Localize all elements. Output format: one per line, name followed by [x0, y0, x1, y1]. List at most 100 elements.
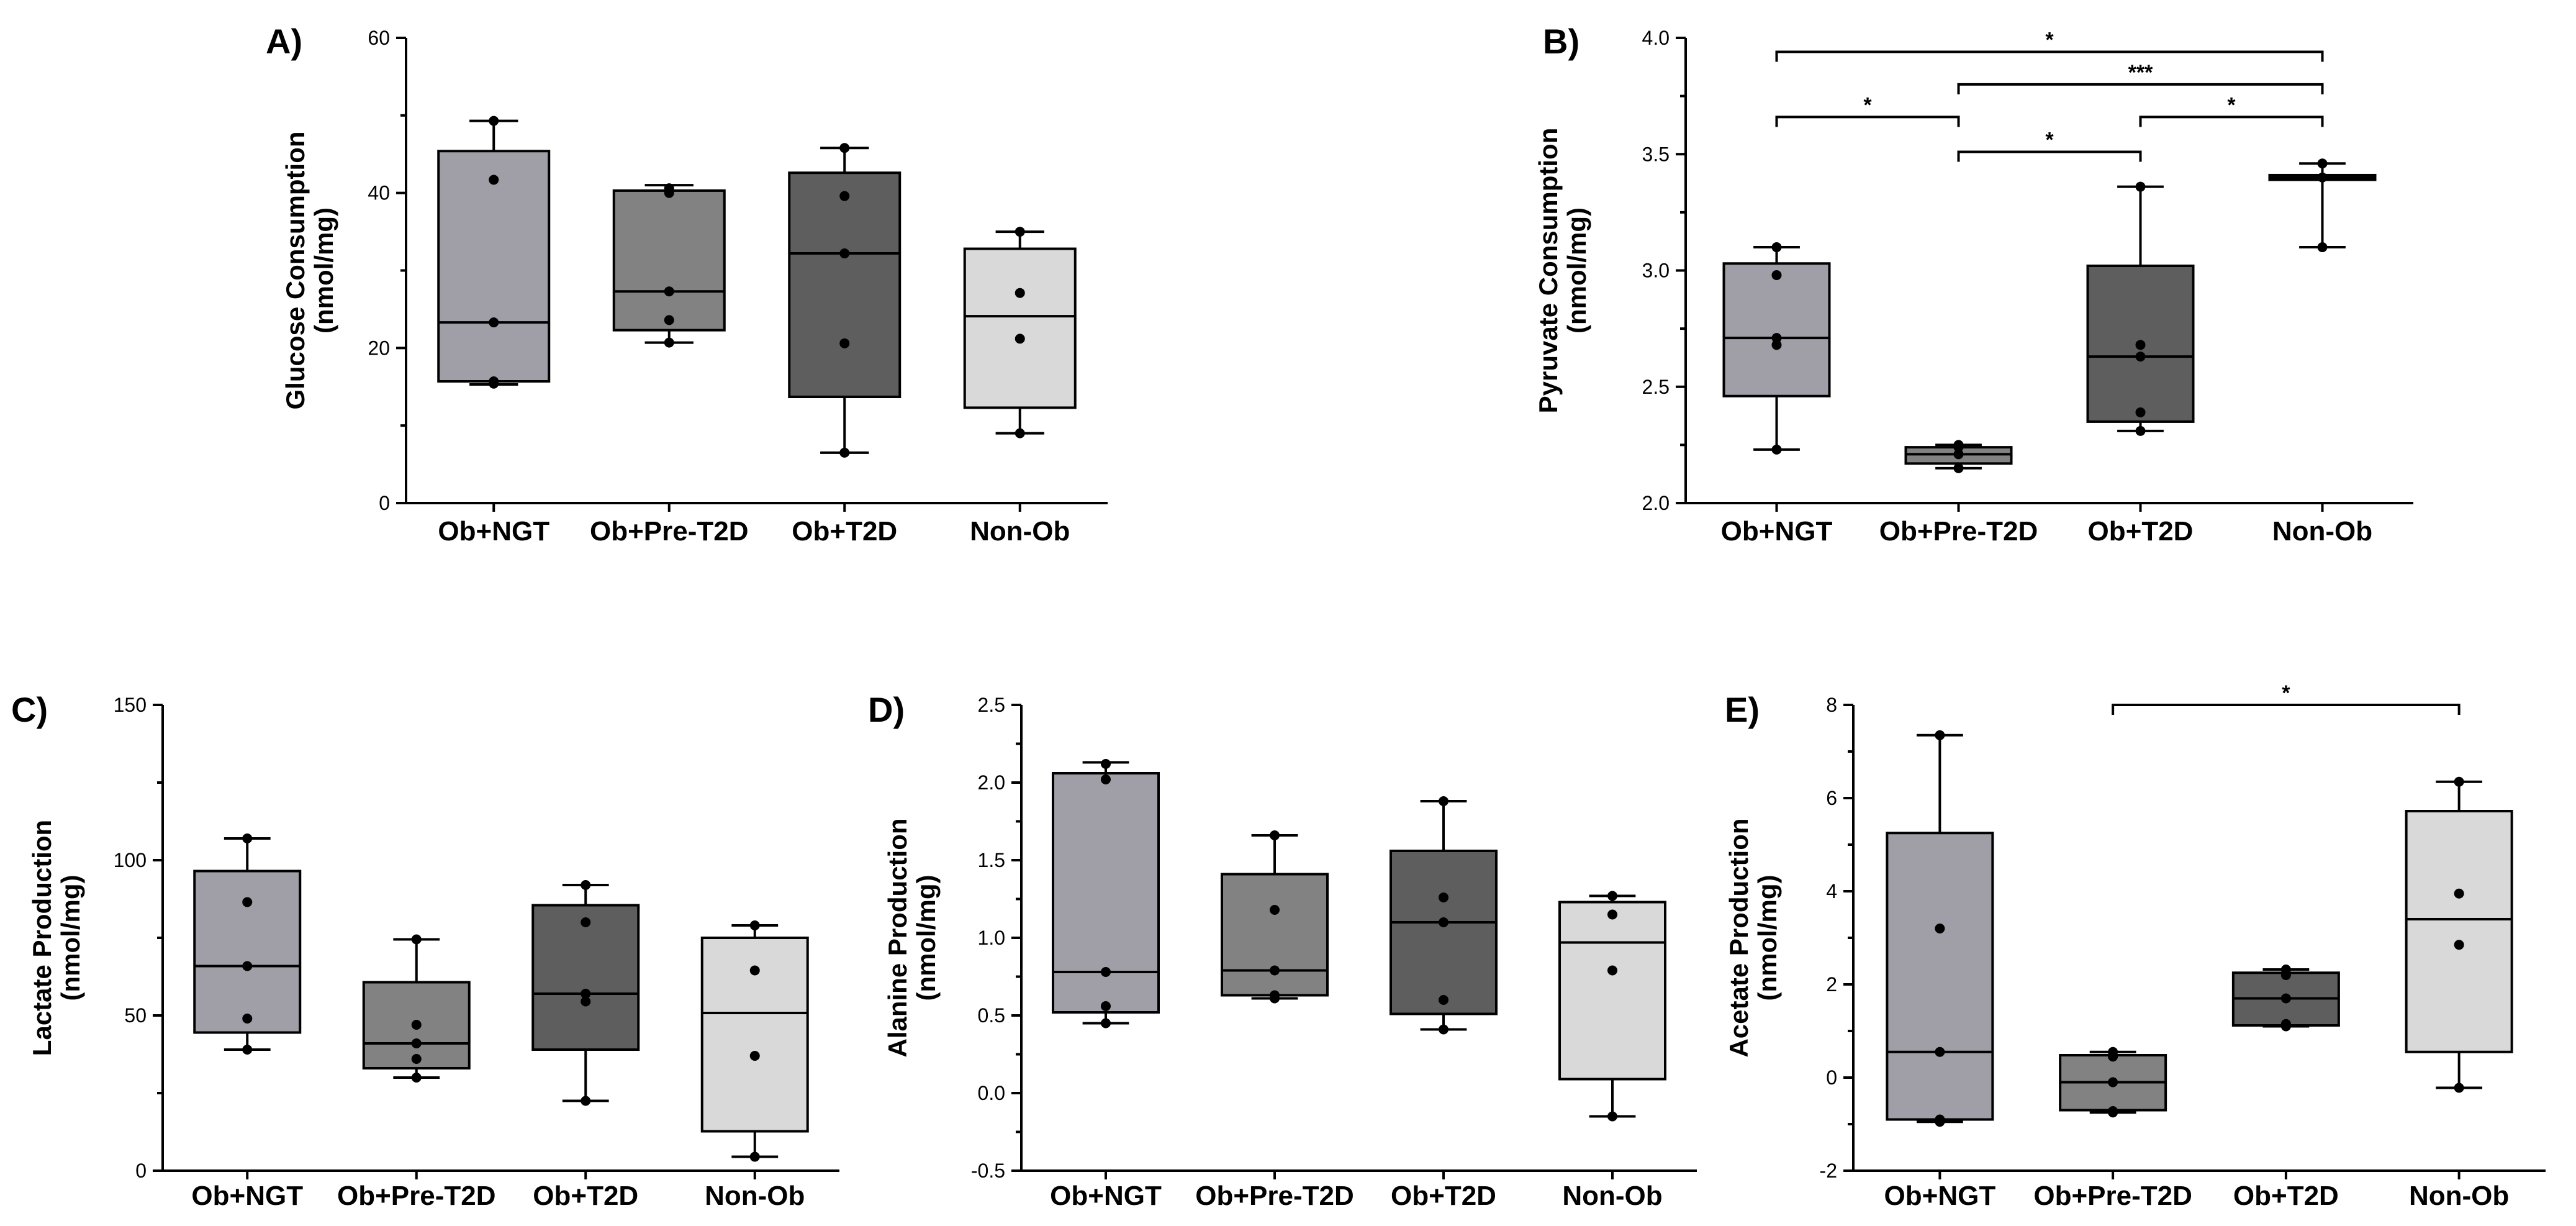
- y-tick-label: 0.0: [978, 1082, 1005, 1104]
- x-tick-label: Ob+T2D: [2233, 1181, 2339, 1211]
- panel-label: B): [1543, 22, 1579, 61]
- x-tick-label: Ob+T2D: [792, 516, 897, 547]
- iqr-box: [1722, 262, 1831, 397]
- iqr-box: [1221, 873, 1329, 997]
- data-point: [2317, 242, 2328, 253]
- x-tick-label: Non-Ob: [2409, 1181, 2509, 1211]
- x-tick-label: Ob+NGT: [1050, 1181, 1162, 1211]
- data-point: [1607, 909, 1617, 920]
- data-point: [1015, 288, 1025, 298]
- data-point: [1953, 463, 1964, 473]
- data-point: [1607, 1111, 1617, 1122]
- y-tick-label: 4: [1826, 880, 1837, 902]
- panel-d: D) Alanine Production(nmol/mg) -0.5 0.0 0.5 1…: [868, 690, 1697, 1211]
- data-point: [664, 188, 674, 198]
- box-2: [362, 934, 471, 1083]
- data-point: [1439, 1024, 1448, 1035]
- y-tick-label: 50: [124, 1004, 147, 1027]
- data-point: [664, 286, 674, 297]
- y-tick-label: -2: [1820, 1160, 1837, 1182]
- x-tick-label: Ob+NGT: [191, 1181, 303, 1211]
- data-point: [489, 378, 499, 389]
- data-point: [2317, 172, 2328, 183]
- panel-label: A): [266, 22, 302, 61]
- data-point: [1101, 1001, 1111, 1011]
- iqr-box: [531, 904, 640, 1051]
- panel-a: A) Glucose Consumption(nmol/mg) 0 20 40 60 Ob+…: [266, 22, 1108, 547]
- y-tick-label: 2.0: [1642, 492, 1670, 514]
- data-point: [1270, 993, 1280, 1004]
- data-point: [1953, 442, 1964, 453]
- bracket-line: [1775, 116, 1960, 127]
- panel-label: D): [868, 690, 905, 729]
- iqr-box: [437, 150, 551, 383]
- y-tick-label: 4.0: [1642, 27, 1670, 49]
- iqr-box: [788, 171, 902, 398]
- data-point: [489, 175, 499, 185]
- data-point: [1439, 892, 1448, 902]
- data-point: [1439, 796, 1448, 806]
- data-point: [2108, 1077, 2118, 1088]
- data-point: [242, 1014, 253, 1024]
- y-tick-label: 40: [368, 182, 390, 204]
- data-point: [749, 1151, 760, 1162]
- box-4: [963, 227, 1077, 438]
- y-tick-label: 150: [114, 694, 147, 716]
- x-tick-label: Ob+NGT: [1721, 516, 1833, 547]
- box-2: [1221, 830, 1329, 1004]
- y-tick-label: 0: [1826, 1066, 1837, 1089]
- significance-label: *: [2045, 129, 2054, 152]
- data-point: [2454, 888, 2464, 899]
- x-tick-label: Non-Ob: [2272, 516, 2372, 547]
- iqr-box: [1390, 850, 1498, 1015]
- data-point: [2454, 1083, 2464, 1093]
- y-tick-label: 8: [1826, 694, 1837, 716]
- y-axis-label-line: (nmol/mg): [309, 207, 338, 334]
- data-point: [2280, 1021, 2291, 1032]
- data-point: [2135, 181, 2146, 192]
- data-point: [2108, 1107, 2118, 1118]
- data-point: [2454, 940, 2464, 950]
- box-3: [531, 880, 640, 1106]
- significance-bracket: *: [2139, 93, 2324, 127]
- data-point: [581, 917, 591, 927]
- data-point: [242, 897, 253, 907]
- data-point: [489, 317, 499, 328]
- data-point: [839, 338, 850, 348]
- significance-label: ***: [2128, 61, 2153, 84]
- significance-bracket: *: [1775, 28, 2324, 62]
- data-point: [581, 989, 591, 999]
- data-point: [1101, 967, 1111, 977]
- data-point: [1935, 924, 1945, 933]
- data-point: [2135, 340, 2146, 350]
- data-point: [839, 248, 850, 259]
- data-point: [411, 934, 422, 945]
- data-point: [1101, 774, 1111, 784]
- significance-bracket: ***: [1957, 61, 2324, 94]
- box-3: [788, 143, 902, 458]
- box-3: [2086, 181, 2195, 436]
- box-1: [1722, 242, 1831, 455]
- bracket-line: [1775, 50, 2324, 62]
- data-point: [1935, 730, 1945, 740]
- y-axis-label-line: Lactate Production: [27, 820, 56, 1056]
- y-axis-label: Lactate Production(nmol/mg): [27, 820, 85, 1056]
- iqr-box: [1558, 901, 1666, 1081]
- data-point: [1270, 965, 1280, 976]
- panel-e: E) Acetate Production(nmol/mg) -2 0 2 4 6 8 Ob+N…: [1724, 681, 2546, 1211]
- box-2: [2059, 1047, 2167, 1118]
- data-point: [411, 1020, 422, 1030]
- significance-label: *: [2227, 93, 2236, 117]
- data-point: [1439, 917, 1448, 927]
- significance-label: *: [2045, 28, 2054, 52]
- data-point: [242, 1045, 253, 1055]
- data-point: [242, 833, 253, 843]
- box-2: [612, 183, 726, 348]
- data-point: [1935, 1047, 1945, 1057]
- box-4: [2405, 776, 2513, 1093]
- y-tick-label: 20: [368, 337, 390, 359]
- x-tick-label: Non-Ob: [970, 516, 1070, 547]
- data-point: [2280, 993, 2291, 1004]
- panel-c: C) Lactate Production(nmol/mg) 0 50 100 150 Ob…: [11, 690, 839, 1211]
- y-tick-label: 3.0: [1642, 260, 1670, 282]
